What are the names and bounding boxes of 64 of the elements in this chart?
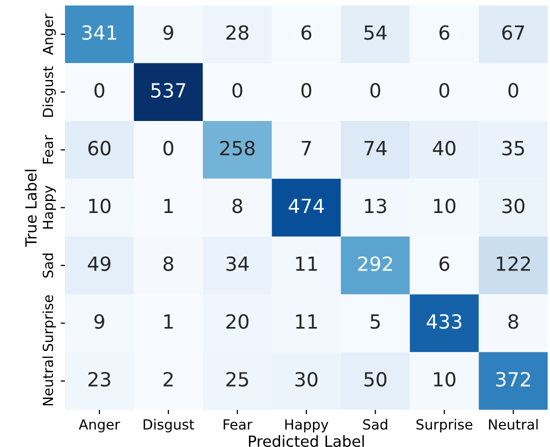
- data-label: 8: [164, 256, 174, 272]
- data-label: 13: [365, 198, 386, 214]
- data-label: 8: [232, 198, 242, 214]
- data-label: 1: [164, 314, 173, 329]
- data-label: 2: [164, 372, 173, 386]
- y-tick-label: Fear: [42, 134, 54, 164]
- data-label: 11: [296, 256, 317, 271]
- data-label: 122: [496, 256, 530, 271]
- data-label: 49: [88, 256, 110, 272]
- data-label: 0: [232, 82, 242, 98]
- x-tick-label: Sad: [363, 418, 388, 430]
- data-label: 20: [226, 314, 248, 329]
- data-label: 34: [226, 256, 249, 272]
- data-label: 10: [434, 372, 456, 387]
- data-label: 10: [434, 198, 456, 214]
- data-label: 40: [432, 140, 456, 156]
- data-label: 1: [164, 198, 173, 213]
- data-label: 537: [151, 82, 186, 98]
- data-label: 372: [496, 372, 530, 387]
- data-label: 0: [163, 140, 174, 156]
- data-label: 50: [364, 372, 386, 387]
- data-label: 11: [296, 314, 317, 329]
- data-label: 6: [439, 256, 450, 272]
- data-label: 341: [82, 25, 116, 40]
- data-label: 25: [226, 372, 248, 387]
- x-tick-label: Surprise: [416, 418, 472, 432]
- x-tick-label: Neutral: [489, 418, 538, 430]
- data-label: 258: [220, 140, 255, 156]
- data-label: 10: [89, 198, 110, 214]
- data-label: 60: [88, 140, 110, 156]
- data-label: 28: [226, 25, 248, 40]
- data-label: 9: [163, 25, 174, 40]
- data-label: 30: [295, 372, 318, 387]
- y-tick-label: Disgust: [42, 66, 56, 117]
- y-axis-title: True Label: [24, 170, 37, 247]
- data-label: 0: [94, 82, 104, 98]
- data-label: 292: [358, 256, 392, 272]
- data-label: 30: [502, 198, 524, 214]
- data-label: 35: [502, 140, 524, 156]
- data-label: 474: [288, 198, 324, 213]
- y-tick-label: Anger: [42, 14, 56, 55]
- data-label: 0: [508, 82, 518, 98]
- data-label: 6: [439, 25, 450, 40]
- data-label: 0: [301, 82, 312, 98]
- y-tick-label: Surprise: [42, 295, 56, 352]
- data-label: 23: [88, 372, 110, 387]
- data-label: 433: [426, 314, 462, 329]
- data-label: 9: [94, 314, 104, 329]
- data-label: 54: [364, 25, 387, 40]
- y-tick-label: Sad: [42, 254, 54, 278]
- x-tick-label: Happy: [285, 419, 328, 432]
- data-label: 67: [502, 25, 524, 40]
- data-label: 8: [508, 314, 518, 329]
- x-tick-label: Anger: [78, 419, 120, 432]
- data-label: 7: [302, 141, 311, 156]
- y-tick-label: Happy: [42, 186, 56, 229]
- data-label: 74: [364, 141, 387, 156]
- x-axis-title: Predicted Label: [248, 435, 364, 447]
- data-label: 6: [302, 25, 312, 40]
- x-tick-label: Disgust: [144, 418, 194, 432]
- data-label: 0: [370, 82, 380, 98]
- data-label: 0: [439, 82, 450, 98]
- data-label: 5: [370, 314, 380, 329]
- x-tick-label: Fear: [224, 419, 252, 430]
